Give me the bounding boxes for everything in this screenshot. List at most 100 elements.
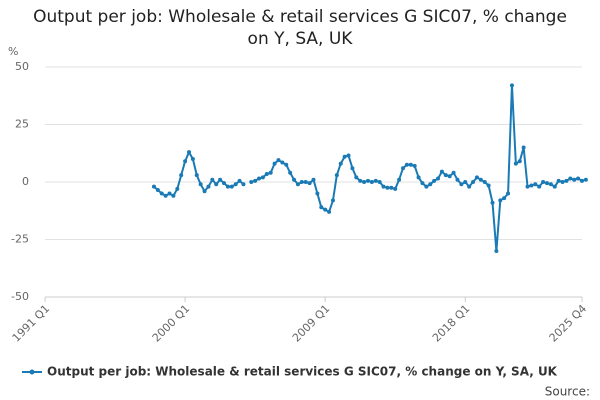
data-point [206,184,211,189]
data-point [556,178,561,183]
data-point [268,170,273,175]
data-point [311,177,316,182]
data-point [474,175,479,180]
data-point [486,183,491,188]
data-point [260,175,265,180]
data-point [330,198,335,203]
data-point [346,153,351,158]
data-point [365,178,370,183]
data-point [439,169,444,174]
data-point [272,161,277,166]
data-point [490,200,495,205]
data-point [257,176,262,181]
data-point [471,180,476,184]
data-point [389,185,394,190]
data-point [334,173,339,178]
data-point [447,174,452,179]
data-point [455,177,460,182]
data-point [509,83,514,88]
data-point [459,182,464,187]
data-point [362,180,367,184]
x-tick-label: 2000 Q1 [150,302,193,345]
data-point [401,166,405,171]
data-point [210,177,215,182]
data-point [323,207,328,212]
x-tick-label: 2009 Q1 [290,302,333,345]
data-point [517,159,522,164]
data-point [225,184,230,189]
data-point [377,180,382,184]
data-point [354,175,359,180]
x-tick-label: 2018 Q1 [430,302,473,345]
data-point [533,182,538,187]
data-point [198,182,203,187]
data-point [513,161,518,166]
data-point [506,191,511,196]
data-point [521,145,526,150]
data-point [463,180,468,184]
legend-label: Output per job: Wholesale & retail servi… [47,365,558,379]
data-point [280,160,285,165]
data-point [171,193,176,198]
data-point [284,162,289,167]
data-point [393,186,398,191]
data-point [241,182,246,187]
data-point [249,180,254,184]
data-point [163,193,168,198]
y-tick-label: -50 [11,290,29,303]
data-point [369,180,374,184]
data-point [529,183,534,188]
data-point [190,157,195,161]
data-point [295,182,300,187]
data-point [408,162,413,167]
data-point [525,184,530,189]
data-point [253,178,258,183]
data-point [412,163,417,168]
data-point [159,191,164,196]
x-tick-label: 1991 Q1 [10,302,53,345]
data-point [443,173,448,178]
data-point [194,173,199,178]
data-point [264,171,269,176]
data-point [494,249,499,253]
data-point [451,170,456,175]
data-point [572,177,577,182]
data-point [544,181,549,186]
data-point [552,184,557,189]
chart-title: Output per job: Wholesale & retail servi… [33,7,567,49]
data-point [432,178,437,183]
data-point [303,180,308,184]
y-tick-label: 50 [15,60,29,73]
data-point [358,178,363,183]
y-tick-label: 25 [15,118,29,131]
data-point [478,177,483,182]
data-point [397,177,402,182]
data-point [342,154,347,159]
y-tick-label: 0 [22,175,29,188]
data-point [424,184,429,189]
x-tick-label: 2025 Q4 [547,302,590,345]
data-point [183,159,188,164]
data-point [218,177,223,182]
data-point [222,181,226,186]
source: Source: [545,385,590,399]
data-point [373,178,378,183]
data-point [288,170,293,175]
data-point [580,178,584,183]
data-point [541,180,546,184]
data-point [482,180,487,184]
data-point [276,158,281,163]
data-point [568,176,573,181]
data-point [385,185,390,190]
data-point [175,186,180,191]
data-point [229,184,234,189]
data-point [502,196,507,201]
data-point [327,209,332,214]
data-point [467,184,472,189]
data-point [315,191,320,196]
data-point [179,173,184,178]
data-point [151,184,156,189]
data-point [381,184,386,189]
